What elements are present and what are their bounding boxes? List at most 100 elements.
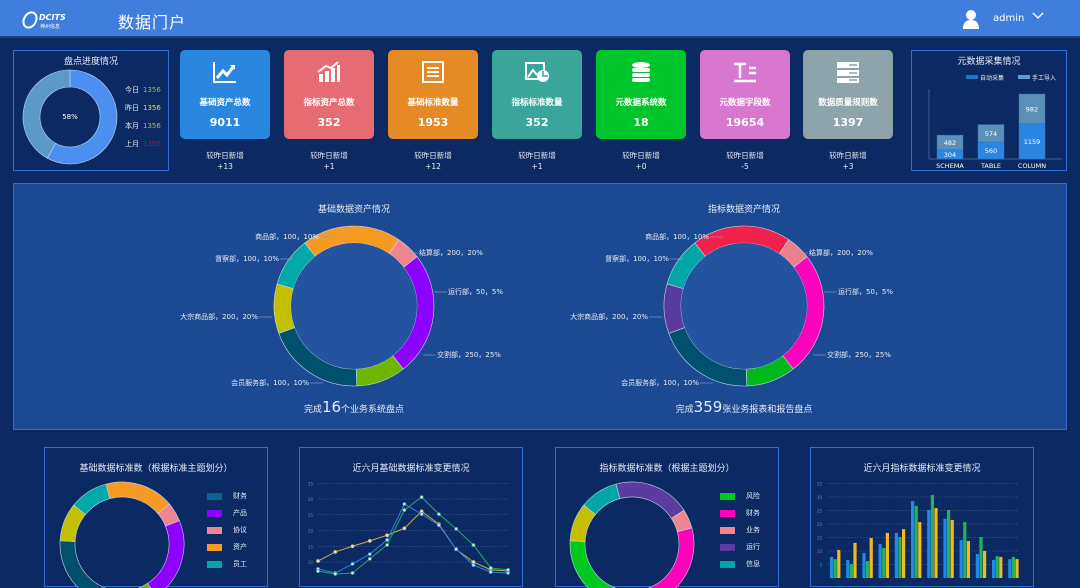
std_index-slice[interactable] [644, 527, 695, 588]
donut-center [681, 243, 807, 369]
bar[interactable] [930, 495, 934, 578]
data-point[interactable] [385, 543, 389, 547]
data-point[interactable] [316, 569, 320, 574]
data-point[interactable] [454, 547, 459, 551]
data-point[interactable] [454, 527, 459, 531]
data-point[interactable] [402, 502, 407, 506]
data-point[interactable] [367, 552, 372, 557]
data-point[interactable] [350, 561, 355, 566]
bar[interactable] [927, 509, 931, 578]
bar[interactable] [1008, 559, 1012, 578]
progress-slice[interactable] [46, 69, 118, 165]
bar[interactable] [914, 505, 918, 578]
data-point[interactable] [488, 566, 493, 570]
stat-card[interactable]: 数据质量规则数 1397 [803, 50, 893, 139]
image-chart-icon [492, 60, 582, 84]
legend-label: 协议 [233, 526, 247, 534]
bar[interactable] [995, 556, 999, 578]
std_basic-slice[interactable] [59, 540, 120, 588]
stat-card[interactable]: 指标资产总数 352 [284, 50, 374, 139]
bar[interactable] [869, 538, 873, 578]
panel-title: 基础数据标准数（根据标准主题划分） [79, 464, 233, 474]
bar[interactable] [943, 518, 947, 578]
std_index-slice[interactable] [615, 481, 685, 519]
bar[interactable] [830, 556, 834, 578]
data-point[interactable] [437, 512, 441, 517]
std_basic-slice[interactable] [105, 481, 170, 515]
data-point[interactable] [367, 538, 372, 543]
data-point[interactable] [488, 570, 493, 574]
y-tick-label: 25 [817, 509, 823, 514]
stat-card[interactable]: 基础资产总数 9011 [180, 50, 270, 139]
stat-card[interactable]: 元数据字段数 19654 [700, 50, 790, 139]
data-point[interactable] [506, 567, 510, 572]
bar[interactable] [918, 522, 922, 578]
bar[interactable] [959, 539, 963, 578]
bar[interactable] [878, 543, 882, 578]
bar[interactable] [866, 560, 870, 578]
progress-slice[interactable] [22, 69, 71, 159]
bar[interactable] [885, 532, 889, 578]
bar-segment[interactable] [936, 134, 964, 151]
bar[interactable] [979, 536, 983, 578]
bar-segment[interactable] [977, 124, 1005, 143]
bar[interactable] [837, 549, 841, 578]
delta-label: 较昨日新增 [726, 151, 764, 160]
data-point[interactable] [385, 538, 389, 542]
username[interactable]: admin [993, 13, 1025, 24]
data-point[interactable] [471, 563, 476, 568]
stat-card[interactable]: 指标标准数量 352 [492, 50, 582, 139]
bar[interactable] [999, 556, 1003, 578]
data-point[interactable] [419, 512, 424, 517]
bar[interactable] [947, 509, 951, 578]
delta-value: +13 [217, 162, 233, 171]
data-point[interactable] [437, 523, 441, 528]
bar[interactable] [975, 553, 979, 578]
dcits-logo[interactable]: DCITS 神州信息 [22, 9, 82, 31]
panel-title: 元数据采集情况 [957, 57, 1021, 67]
user-icon[interactable] [962, 9, 980, 33]
bar[interactable] [833, 559, 837, 578]
bar[interactable] [992, 559, 996, 578]
data-point[interactable] [419, 495, 424, 500]
bar[interactable] [849, 563, 853, 578]
data-point[interactable] [506, 571, 510, 575]
data-point[interactable] [367, 556, 372, 561]
std_basic-slice[interactable] [147, 520, 185, 588]
bar[interactable] [894, 532, 898, 578]
stat-card[interactable]: 元数据系统数 18 [596, 50, 686, 139]
bar[interactable] [862, 552, 866, 578]
bar[interactable] [1011, 556, 1015, 578]
data-point[interactable] [402, 526, 407, 531]
bar-segment[interactable] [1018, 93, 1046, 125]
data-point[interactable] [350, 571, 355, 575]
card-label: 基础资产总数 [199, 98, 251, 108]
bar[interactable] [966, 541, 970, 578]
bar[interactable] [950, 519, 954, 578]
bar[interactable] [846, 559, 850, 578]
bar[interactable] [882, 548, 886, 578]
data-point[interactable] [402, 508, 407, 512]
bar[interactable] [853, 542, 857, 578]
bar[interactable] [911, 501, 915, 578]
bar-segment[interactable] [1018, 123, 1046, 160]
slice-label: 结算部，200，20% [809, 249, 873, 257]
bar[interactable] [902, 529, 906, 578]
bar[interactable] [963, 522, 967, 578]
std_basic-slice[interactable] [73, 483, 111, 515]
bar[interactable] [934, 508, 938, 578]
bar[interactable] [983, 551, 987, 578]
data-point[interactable] [350, 544, 355, 549]
data-point[interactable] [471, 543, 476, 547]
data-point[interactable] [471, 560, 476, 564]
slice-label: 交割部，250，25% [437, 351, 501, 359]
data-point[interactable] [333, 550, 338, 554]
chevron-down-icon[interactable] [1032, 10, 1044, 25]
std_index-slice[interactable] [583, 483, 621, 515]
data-point[interactable] [316, 559, 320, 563]
stat-card[interactable]: 基础标准数量 1953 [388, 50, 478, 139]
data-point[interactable] [385, 533, 389, 538]
bar[interactable] [1015, 559, 1019, 578]
std_index-slice[interactable] [569, 540, 648, 588]
bar[interactable] [898, 536, 902, 578]
